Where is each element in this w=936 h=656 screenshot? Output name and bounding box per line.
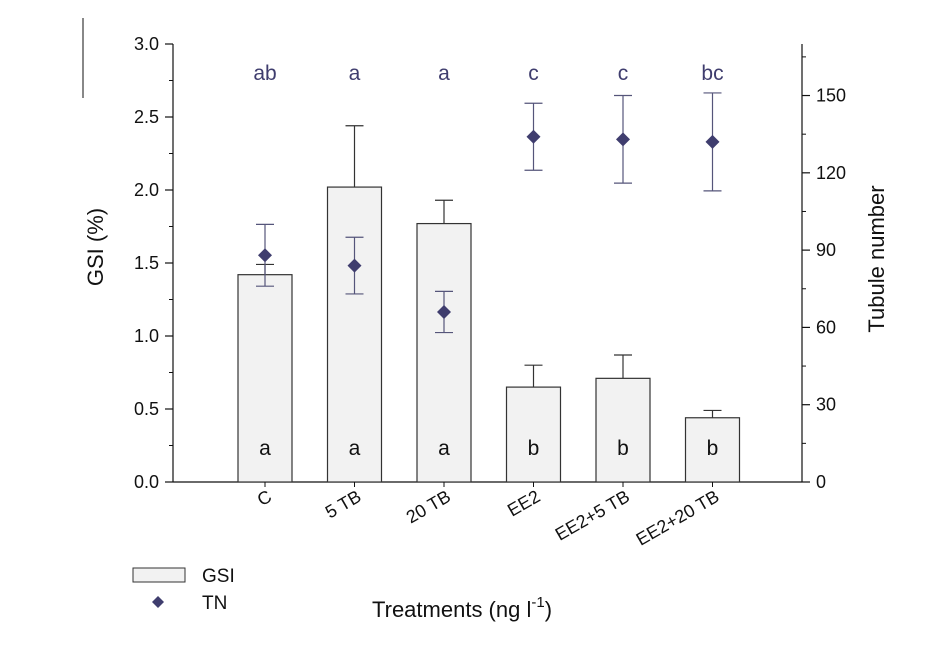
left-tick-label: 2.5	[134, 107, 159, 127]
left-tick-label: 2.0	[134, 180, 159, 200]
tn-significance-letter: a	[349, 62, 361, 85]
tn-significance-letter: c	[618, 62, 629, 85]
category-label: EE2+20 TB	[633, 486, 723, 549]
right-axis-ticks: 0 30 60 90 120 150	[802, 56, 846, 492]
category-labels: C 5 TB 20 TB EE2 EE2+5 TB EE2+20 TB	[254, 482, 723, 550]
legend-gsi-swatch	[132, 567, 186, 583]
gsi-bar	[505, 386, 562, 483]
tn-significance-letter: ab	[253, 62, 276, 85]
category-label: EE2+5 TB	[552, 486, 633, 544]
right-tick-label: 60	[816, 317, 836, 337]
category-label: C	[254, 486, 275, 510]
gsi-bar	[684, 417, 741, 483]
tn-point	[616, 132, 630, 147]
gsi-bar	[237, 274, 293, 483]
gsi-bar	[595, 377, 651, 483]
tn-point	[437, 304, 451, 319]
gsi-bar	[416, 222, 472, 483]
gsi-significance-letter: b	[528, 437, 540, 460]
legend-tn-marker	[152, 596, 164, 608]
legend: GSI TN	[132, 566, 235, 614]
right-tick-label: 30	[816, 395, 836, 415]
category-label: 5 TB	[322, 486, 365, 522]
x-axis-label-main: Treatments (ng l	[372, 597, 531, 622]
right-tick-label: 0	[816, 472, 826, 492]
tn-points: ab a a c c bc	[253, 62, 724, 334]
gsi-significance-letter: b	[707, 437, 719, 460]
gsi-bar	[326, 186, 383, 483]
y-axis-label-left: GSI (%)	[83, 208, 108, 286]
y-axis-label-right: Tubule number	[864, 185, 889, 332]
x-axis-label-end: )	[545, 597, 552, 622]
left-tick-label: 0.0	[134, 472, 159, 492]
right-tick-label: 120	[816, 163, 846, 183]
gsi-significance-letter: b	[617, 437, 629, 460]
left-axis-ticks: 0.0 0.5 1.0 1.5 2.0 2.5 3.0	[134, 34, 173, 492]
right-tick-label: 150	[816, 86, 846, 106]
gsi-significance-letter: a	[259, 437, 271, 460]
tn-point	[347, 258, 362, 273]
tn-significance-letter: bc	[701, 62, 723, 85]
x-axis-label-superscript: -1	[531, 594, 544, 611]
left-tick-label: 0.5	[134, 399, 159, 419]
gsi-significance-letter: a	[438, 437, 450, 460]
category-label: EE2	[504, 486, 543, 520]
tn-significance-letter: a	[438, 62, 450, 85]
gsi-significance-letter: a	[349, 437, 361, 460]
tn-point	[526, 129, 541, 144]
category-label: 20 TB	[403, 486, 454, 527]
right-tick-label: 90	[816, 240, 836, 260]
legend-tn-label: TN	[202, 593, 227, 614]
left-tick-label: 1.5	[134, 253, 159, 273]
left-tick-label: 3.0	[134, 34, 159, 54]
x-axis-label: Treatments (ng l-1)	[372, 594, 552, 622]
tn-significance-letter: c	[528, 62, 539, 85]
left-tick-label: 1.0	[134, 326, 159, 346]
tn-point	[705, 134, 720, 149]
tn-point	[258, 248, 272, 263]
legend-gsi-label: GSI	[202, 566, 235, 587]
